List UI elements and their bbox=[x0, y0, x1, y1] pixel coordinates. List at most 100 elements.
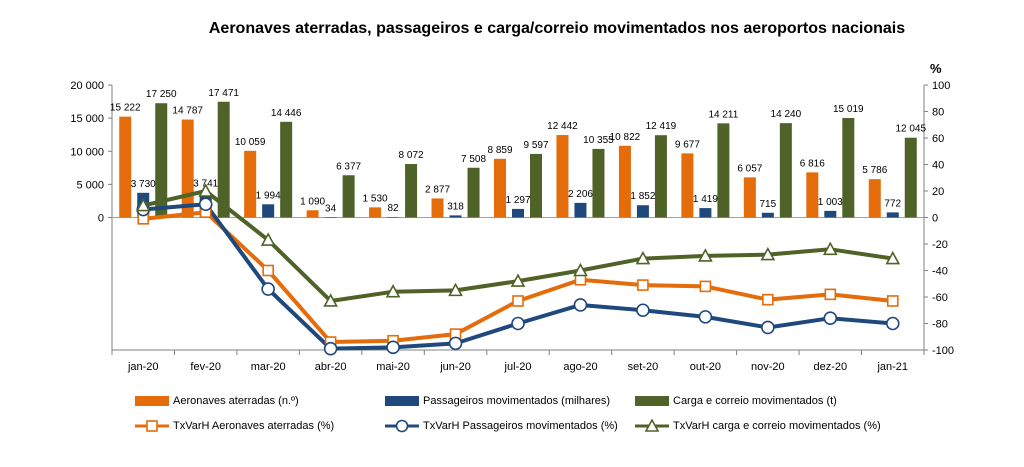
bar bbox=[306, 210, 319, 218]
x-tick-label: mar-20 bbox=[251, 361, 286, 373]
point bbox=[762, 293, 774, 306]
bar bbox=[280, 121, 293, 218]
point bbox=[386, 340, 400, 355]
x-tick-label: ago-20 bbox=[563, 361, 597, 373]
bar bbox=[431, 198, 444, 218]
point bbox=[635, 250, 651, 265]
x-tick-label: set-20 bbox=[628, 361, 659, 373]
bar-label: 5 786 bbox=[862, 165, 887, 176]
point bbox=[323, 293, 338, 307]
bar-label: 10 059 bbox=[235, 137, 266, 148]
bar-label: 12 442 bbox=[547, 121, 578, 132]
point bbox=[698, 248, 713, 262]
bar bbox=[262, 204, 275, 218]
bar bbox=[119, 116, 132, 218]
x-tick-label: mai-20 bbox=[376, 361, 410, 373]
legend-label: Carga e correio movimentados (t) bbox=[673, 395, 837, 407]
bar-label: 10 355 bbox=[583, 135, 614, 146]
bar bbox=[512, 208, 524, 218]
bar-label: 1 297 bbox=[505, 195, 530, 206]
bar bbox=[904, 137, 917, 218]
bar bbox=[155, 103, 168, 218]
point bbox=[135, 197, 151, 212]
legend-swatch bbox=[385, 419, 419, 433]
bar-label: 17 471 bbox=[208, 88, 239, 99]
bar bbox=[467, 167, 480, 218]
bar-label: 772 bbox=[884, 198, 901, 209]
point bbox=[261, 282, 275, 296]
left-tick-label: 0 bbox=[98, 213, 104, 225]
legend-swatch bbox=[135, 420, 169, 432]
bar bbox=[405, 164, 418, 218]
bar-label: 6 816 bbox=[800, 158, 825, 169]
right-tick-label: -20 bbox=[932, 239, 948, 251]
legend-item: Carga e correio movimentados (t) bbox=[635, 395, 837, 407]
x-tick-label: fev-20 bbox=[190, 361, 221, 373]
point bbox=[448, 336, 463, 351]
bar-label: 17 250 bbox=[146, 89, 177, 100]
x-tick-label: out-20 bbox=[690, 361, 721, 373]
legend-label: TxVarH Passageiros movimentados (%) bbox=[423, 420, 618, 432]
point bbox=[198, 197, 213, 212]
point bbox=[823, 311, 838, 326]
bar bbox=[824, 210, 837, 218]
point bbox=[885, 250, 901, 265]
legend-label: TxVarH carga e correio movimentados (%) bbox=[673, 420, 881, 432]
point bbox=[761, 320, 775, 335]
bar-label: 12 045 bbox=[895, 124, 926, 135]
bar bbox=[636, 205, 649, 218]
x-tick-label: dez-20 bbox=[813, 361, 847, 373]
point bbox=[822, 241, 838, 256]
bar-label: 6 057 bbox=[737, 163, 762, 174]
bar-label: 14 446 bbox=[271, 108, 302, 119]
point bbox=[637, 279, 649, 291]
legend-item: Passageiros movimentados (milhares) bbox=[385, 395, 610, 407]
bar bbox=[681, 153, 694, 218]
legend-item: TxVarH carga e correio movimentados (%) bbox=[635, 419, 881, 433]
point bbox=[573, 298, 588, 312]
chart-title: Aeronaves aterradas, passageiros e carga… bbox=[208, 20, 906, 37]
point bbox=[510, 273, 526, 287]
point bbox=[699, 280, 712, 293]
point bbox=[512, 295, 524, 307]
bar bbox=[868, 179, 881, 218]
bar-label: 7 508 bbox=[461, 154, 486, 165]
bar bbox=[842, 117, 855, 218]
legend-item: TxVarH Passageiros movimentados (%) bbox=[385, 419, 618, 433]
bar-label: 9 597 bbox=[523, 140, 548, 151]
bar-label: 14 211 bbox=[708, 109, 738, 120]
bar bbox=[244, 150, 257, 218]
bar bbox=[494, 158, 506, 218]
bar bbox=[369, 207, 382, 218]
bar bbox=[217, 101, 230, 218]
right-tick-label: -100 bbox=[932, 345, 954, 357]
legend-swatch bbox=[635, 419, 669, 432]
left-tick-label: 5 000 bbox=[76, 179, 104, 191]
bar-label: 2 877 bbox=[425, 184, 450, 195]
point bbox=[448, 282, 463, 297]
point bbox=[511, 316, 525, 331]
legend-item: Aeronaves aterradas (n.º) bbox=[135, 395, 299, 407]
bar bbox=[387, 216, 400, 218]
bar-label: 10 822 bbox=[610, 132, 641, 143]
right-tick-label: -60 bbox=[932, 292, 948, 304]
bar bbox=[743, 177, 756, 218]
bar bbox=[342, 175, 355, 218]
legend-swatch bbox=[135, 396, 169, 406]
legend-item: TxVarH Aeronaves aterradas (%) bbox=[135, 419, 334, 433]
bar bbox=[717, 123, 730, 218]
point bbox=[886, 295, 899, 307]
point bbox=[573, 262, 588, 277]
right-tick-label: -80 bbox=[932, 319, 948, 331]
right-tick-label: 80 bbox=[932, 107, 944, 119]
x-tick-label: jan-21 bbox=[876, 361, 908, 373]
bar bbox=[449, 215, 462, 218]
bar-label: 1 003 bbox=[818, 197, 843, 208]
bar bbox=[779, 123, 792, 218]
bar bbox=[761, 212, 774, 218]
legend-label: Aeronaves aterradas (n.º) bbox=[173, 395, 299, 407]
bar bbox=[556, 135, 569, 218]
x-tick-label: jan-20 bbox=[127, 361, 159, 373]
point bbox=[824, 288, 837, 301]
point bbox=[760, 246, 776, 261]
